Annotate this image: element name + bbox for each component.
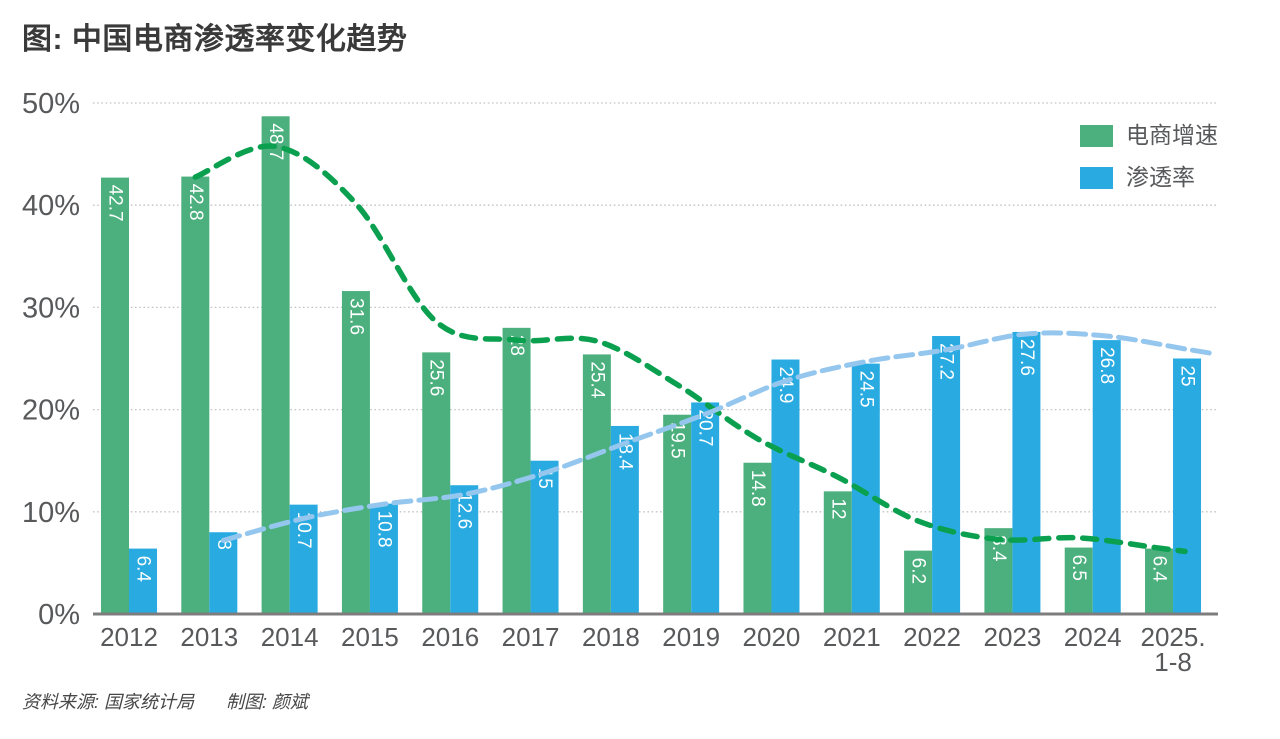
x-axis-label-2014: 2014 bbox=[261, 622, 319, 652]
bar-渗透率-2023 bbox=[1012, 331, 1041, 614]
legend-swatch-growth bbox=[1080, 124, 1113, 147]
footer: 资料来源: 国家统计局 制图: 颜斌 bbox=[22, 688, 308, 714]
bar-value-label: 48.7 bbox=[265, 123, 286, 160]
bar-渗透率-2014 bbox=[289, 504, 318, 614]
bar-value-label: 42.7 bbox=[105, 185, 126, 222]
bar-value-label: 8.4 bbox=[988, 535, 1009, 562]
bar-渗透率-2016 bbox=[450, 485, 479, 614]
legend-label-growth: 电商增速 bbox=[1126, 122, 1218, 148]
bar-电商增速-2018 bbox=[582, 354, 611, 614]
bar-电商增速-2025. bbox=[1145, 548, 1174, 614]
bar-电商增速-2020 bbox=[743, 462, 772, 614]
bar-value-label: 25.4 bbox=[586, 361, 607, 398]
legend-label-penetration: 渗透率 bbox=[1126, 164, 1195, 190]
legend-swatch-penetration bbox=[1080, 166, 1113, 189]
x-axis-label-2018: 2018 bbox=[582, 622, 640, 652]
x-axis-label-2013: 2013 bbox=[180, 622, 238, 652]
bar-value-label: 12 bbox=[827, 498, 848, 519]
bar-电商增速-2021 bbox=[823, 491, 852, 614]
bar-value-label: 10.8 bbox=[373, 511, 394, 548]
bar-value-label: 8 bbox=[213, 539, 234, 550]
bar-value-label: 31.6 bbox=[345, 298, 366, 335]
bar-渗透率-2019 bbox=[691, 402, 720, 614]
bar-value-label: 24.5 bbox=[855, 371, 876, 408]
bar-value-label: 27.6 bbox=[1016, 339, 1037, 376]
bar-value-label: 42.8 bbox=[185, 184, 206, 221]
bar-电商增速-2024 bbox=[1064, 547, 1093, 614]
x-axis-label-2015: 2015 bbox=[341, 622, 399, 652]
x-axis-label-2019: 2019 bbox=[662, 622, 720, 652]
y-axis-tick-50%: 50% bbox=[22, 88, 80, 120]
bar-电商增速-2015 bbox=[341, 291, 370, 614]
bar-value-label: 18.4 bbox=[614, 433, 635, 470]
bar-电商增速-2014 bbox=[261, 116, 290, 614]
y-axis-tick-0%: 0% bbox=[38, 599, 80, 631]
legend-item-penetration: 渗透率 bbox=[1080, 166, 1218, 189]
bar-value-label: 6.2 bbox=[908, 558, 929, 584]
x-axis-label-2022: 2022 bbox=[903, 622, 961, 652]
trendline-penetration bbox=[220, 330, 1216, 543]
legend-item-growth: 电商增速 bbox=[1080, 124, 1218, 147]
bar-电商增速-2016 bbox=[422, 352, 451, 614]
bar-电商增速-2022 bbox=[904, 550, 933, 614]
x-axis-label-2024: 2024 bbox=[1064, 622, 1122, 652]
bar-value-label: 25 bbox=[1177, 366, 1198, 387]
bar-value-label: 6.4 bbox=[133, 556, 154, 583]
bar-value-label: 27.2 bbox=[936, 343, 957, 380]
bar-渗透率-2025. bbox=[1173, 358, 1202, 614]
bar-value-label: 12.6 bbox=[454, 492, 475, 529]
bar-渗透率-2015 bbox=[369, 503, 398, 614]
bar-value-label: 25.6 bbox=[426, 359, 447, 396]
x-axis-label-2021: 2021 bbox=[823, 622, 881, 652]
bar-value-label: 14.8 bbox=[747, 470, 768, 507]
x-axis-label-2012: 2012 bbox=[100, 622, 158, 652]
y-axis-tick-10%: 10% bbox=[22, 497, 80, 529]
bar-value-label: 20.7 bbox=[695, 409, 716, 446]
credit-label: 制图: 颜斌 bbox=[226, 692, 309, 712]
bar-value-label: 26.8 bbox=[1096, 347, 1117, 384]
bar-渗透率-2013 bbox=[209, 532, 238, 614]
bar-电商增速-2012 bbox=[101, 177, 129, 614]
bar-电商增速-2023 bbox=[984, 528, 1013, 614]
bar-渗透率-2018 bbox=[610, 425, 639, 614]
x-axis-label-2016: 2016 bbox=[421, 622, 479, 652]
chart-legend: 电商增速 渗透率 bbox=[1080, 124, 1218, 189]
y-axis-tick-20%: 20% bbox=[22, 395, 80, 427]
y-axis-tick-30%: 30% bbox=[22, 292, 80, 324]
bar-渗透率-2012 bbox=[129, 548, 157, 614]
trendline-growth bbox=[192, 143, 1188, 555]
bar-电商增速-2019 bbox=[663, 414, 692, 614]
bar-电商增速-2013 bbox=[181, 176, 210, 615]
chart-title: 图: 中国电商渗透率变化趋势 bbox=[22, 23, 408, 56]
bar-value-label: 24.9 bbox=[775, 367, 796, 404]
bar-渗透率-2024 bbox=[1092, 340, 1121, 614]
y-axis-tick-40%: 40% bbox=[22, 190, 80, 222]
bar-value-label: 6.4 bbox=[1149, 556, 1170, 583]
bar-value-label: 19.5 bbox=[667, 422, 688, 459]
bar-渗透率-2017 bbox=[530, 460, 559, 614]
x-axis-label-2025.: 2025. 1-8 bbox=[1140, 622, 1205, 677]
x-axis-label-2020: 2020 bbox=[743, 622, 801, 652]
source-label: 资料来源: 国家统计局 bbox=[22, 692, 195, 712]
bar-电商增速-2017 bbox=[502, 327, 531, 614]
x-axis-label-2023: 2023 bbox=[983, 622, 1041, 652]
x-axis-label-2017: 2017 bbox=[502, 622, 560, 652]
bar-渗透率-2020 bbox=[771, 359, 800, 614]
bar-渗透率-2022 bbox=[932, 336, 961, 614]
bar-value-label: 6.5 bbox=[1068, 555, 1089, 581]
